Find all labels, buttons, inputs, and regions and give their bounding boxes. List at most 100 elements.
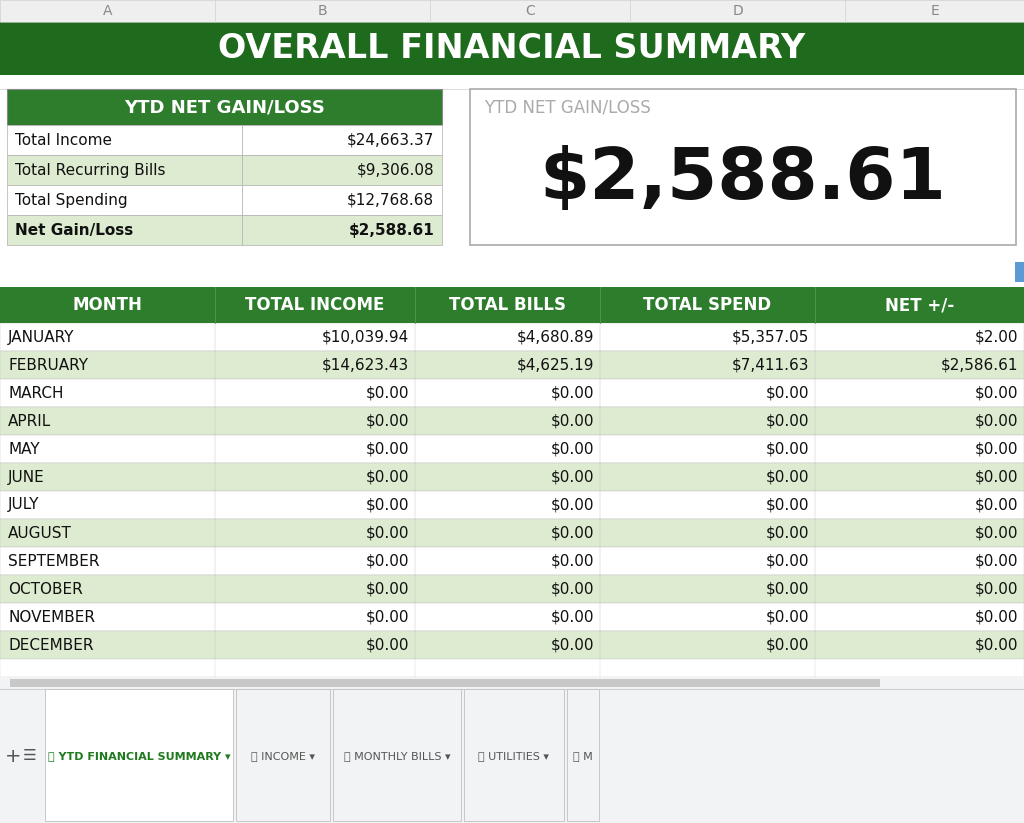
Text: $0.00: $0.00 (551, 469, 594, 485)
FancyBboxPatch shape (0, 631, 1024, 659)
Text: 🔒 MONTHLY BILLS ▾: 🔒 MONTHLY BILLS ▾ (344, 751, 451, 761)
Text: TOTAL SPEND: TOTAL SPEND (643, 296, 771, 314)
Text: $0.00: $0.00 (366, 582, 409, 597)
Text: ☰: ☰ (24, 748, 37, 764)
Text: $0.00: $0.00 (366, 526, 409, 541)
Text: NOVEMBER: NOVEMBER (8, 610, 95, 625)
Text: TOTAL INCOME: TOTAL INCOME (246, 296, 385, 314)
Text: $2,586.61: $2,586.61 (940, 357, 1018, 373)
FancyBboxPatch shape (0, 323, 1024, 351)
FancyBboxPatch shape (1015, 262, 1024, 282)
Text: YTD NET GAIN/LOSS: YTD NET GAIN/LOSS (484, 98, 650, 116)
Text: D: D (732, 4, 742, 18)
Text: $4,625.19: $4,625.19 (516, 357, 594, 373)
Text: $0.00: $0.00 (766, 582, 809, 597)
Text: Total Income: Total Income (15, 133, 112, 147)
Text: $0.00: $0.00 (551, 497, 594, 513)
FancyBboxPatch shape (242, 185, 442, 215)
Text: AUGUST: AUGUST (8, 526, 72, 541)
Text: $0.00: $0.00 (766, 554, 809, 569)
Text: $0.00: $0.00 (975, 497, 1018, 513)
FancyBboxPatch shape (0, 0, 1024, 22)
Text: $0.00: $0.00 (975, 610, 1018, 625)
Text: SEPTEMBER: SEPTEMBER (8, 554, 99, 569)
Text: JANUARY: JANUARY (8, 329, 75, 345)
Text: $0.00: $0.00 (975, 582, 1018, 597)
Text: $0.00: $0.00 (975, 638, 1018, 653)
Text: $0.00: $0.00 (366, 441, 409, 457)
Text: $14,623.43: $14,623.43 (322, 357, 409, 373)
Text: $0.00: $0.00 (551, 413, 594, 429)
FancyBboxPatch shape (567, 689, 599, 821)
FancyBboxPatch shape (236, 689, 330, 821)
FancyBboxPatch shape (0, 491, 1024, 519)
Text: $0.00: $0.00 (975, 413, 1018, 429)
Text: APRIL: APRIL (8, 413, 51, 429)
FancyBboxPatch shape (464, 689, 564, 821)
Text: JULY: JULY (8, 497, 40, 513)
Text: $0.00: $0.00 (766, 638, 809, 653)
Text: $2,588.61: $2,588.61 (348, 222, 434, 238)
Text: $0.00: $0.00 (366, 638, 409, 653)
Text: $24,663.37: $24,663.37 (347, 133, 434, 147)
Text: $0.00: $0.00 (766, 441, 809, 457)
Text: OVERALL FINANCIAL SUMMARY: OVERALL FINANCIAL SUMMARY (218, 32, 806, 65)
Text: $10,039.94: $10,039.94 (322, 329, 409, 345)
Text: Net Gain/Loss: Net Gain/Loss (15, 222, 133, 238)
Text: $4,680.89: $4,680.89 (516, 329, 594, 345)
FancyBboxPatch shape (0, 677, 1024, 689)
FancyBboxPatch shape (242, 125, 442, 155)
Text: $5,357.05: $5,357.05 (731, 329, 809, 345)
Text: $0.00: $0.00 (551, 385, 594, 401)
Text: $0.00: $0.00 (366, 554, 409, 569)
Text: MARCH: MARCH (8, 385, 63, 401)
Text: $12,768.68: $12,768.68 (347, 193, 434, 207)
Text: FEBRUARY: FEBRUARY (8, 357, 88, 373)
Text: $0.00: $0.00 (766, 469, 809, 485)
Text: B: B (317, 4, 328, 18)
FancyBboxPatch shape (0, 463, 1024, 491)
Text: $0.00: $0.00 (366, 610, 409, 625)
FancyBboxPatch shape (0, 407, 1024, 435)
FancyBboxPatch shape (0, 22, 1024, 75)
Text: Total Recurring Bills: Total Recurring Bills (15, 162, 166, 178)
FancyBboxPatch shape (470, 89, 1016, 245)
Text: $2,588.61: $2,588.61 (540, 145, 946, 214)
Text: C: C (525, 4, 535, 18)
FancyBboxPatch shape (45, 689, 233, 821)
FancyBboxPatch shape (7, 125, 242, 155)
Text: 🔒 M: 🔒 M (573, 751, 593, 761)
FancyBboxPatch shape (0, 519, 1024, 547)
Text: $7,411.63: $7,411.63 (731, 357, 809, 373)
Text: $0.00: $0.00 (551, 441, 594, 457)
FancyBboxPatch shape (0, 659, 1024, 677)
Text: DECEMBER: DECEMBER (8, 638, 93, 653)
Text: $0.00: $0.00 (766, 385, 809, 401)
Text: $0.00: $0.00 (975, 385, 1018, 401)
FancyBboxPatch shape (7, 89, 442, 125)
Text: 🔒 UTILITIES ▾: 🔒 UTILITIES ▾ (478, 751, 550, 761)
Text: A: A (102, 4, 113, 18)
Text: $0.00: $0.00 (551, 554, 594, 569)
Text: $0.00: $0.00 (766, 526, 809, 541)
FancyBboxPatch shape (7, 185, 242, 215)
Text: $0.00: $0.00 (551, 526, 594, 541)
Text: $0.00: $0.00 (366, 469, 409, 485)
Text: NET +/-: NET +/- (885, 296, 954, 314)
Text: Total Spending: Total Spending (15, 193, 128, 207)
FancyBboxPatch shape (7, 215, 242, 245)
FancyBboxPatch shape (242, 155, 442, 185)
Text: TOTAL BILLS: TOTAL BILLS (449, 296, 566, 314)
Text: $0.00: $0.00 (551, 582, 594, 597)
FancyBboxPatch shape (333, 689, 461, 821)
Text: MAY: MAY (8, 441, 40, 457)
FancyBboxPatch shape (0, 75, 1024, 757)
Text: $0.00: $0.00 (975, 469, 1018, 485)
Text: $2.00: $2.00 (975, 329, 1018, 345)
Text: $0.00: $0.00 (766, 497, 809, 513)
FancyBboxPatch shape (0, 603, 1024, 631)
Text: $0.00: $0.00 (975, 441, 1018, 457)
Text: 🔒 INCOME ▾: 🔒 INCOME ▾ (251, 751, 315, 761)
FancyBboxPatch shape (0, 547, 1024, 575)
FancyBboxPatch shape (10, 679, 880, 687)
